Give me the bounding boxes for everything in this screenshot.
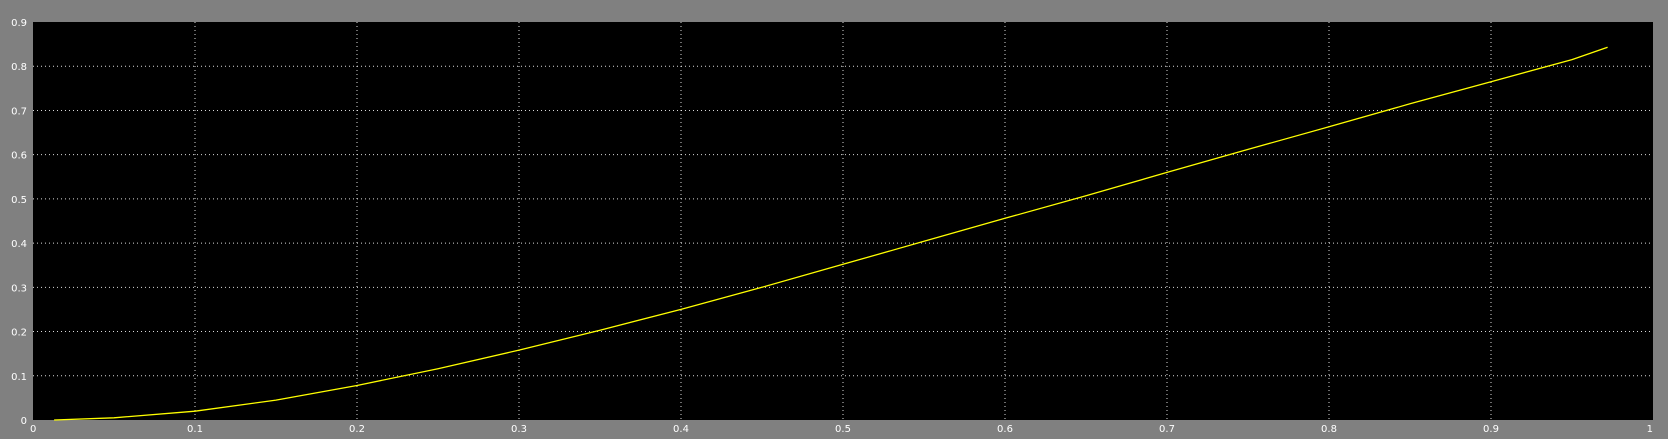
x-tick-label: 0.2: [349, 424, 365, 435]
y-tick-label: 0.5: [11, 195, 27, 206]
y-tick-label: 0.2: [11, 328, 27, 339]
x-tick-label: 0: [30, 424, 36, 435]
series: [54, 46, 1608, 421]
x-tick-label: 0.7: [1159, 424, 1175, 435]
x-axis-tick-labels: 0 0.1 0.2 0.3 0.4 0.5 0.6 0.7 0.8 0.9 1: [30, 424, 1653, 435]
x-tick-label: 0.5: [835, 424, 851, 435]
x-tick-label: 0.3: [511, 424, 527, 435]
x-tick-label: 0.4: [673, 424, 689, 435]
x-tick-label: 0.8: [1321, 424, 1337, 435]
axes-background: [33, 22, 1653, 420]
y-axis-tick-labels: 0 0.1 0.2 0.3 0.4 0.5 0.6 0.7 0.8 0.9: [11, 18, 27, 427]
y-tick-label: 0.3: [11, 283, 27, 294]
y-tick-label: 0.7: [11, 106, 27, 117]
x-tick-label: 0.6: [997, 424, 1013, 435]
x-tick-label: 1: [1647, 424, 1653, 435]
y-tick-label: 0.9: [11, 18, 27, 29]
y-tick-label: 0: [21, 416, 27, 427]
series-line: [54, 46, 1608, 421]
y-tick-label: 0.4: [11, 239, 27, 250]
y-tick-label: 0.1: [11, 372, 27, 383]
x-tick-label: 0.1: [187, 424, 203, 435]
x-tick-label: 0.9: [1483, 424, 1499, 435]
y-tick-label: 0.8: [11, 62, 27, 73]
y-tick-label: 0.6: [11, 151, 27, 162]
